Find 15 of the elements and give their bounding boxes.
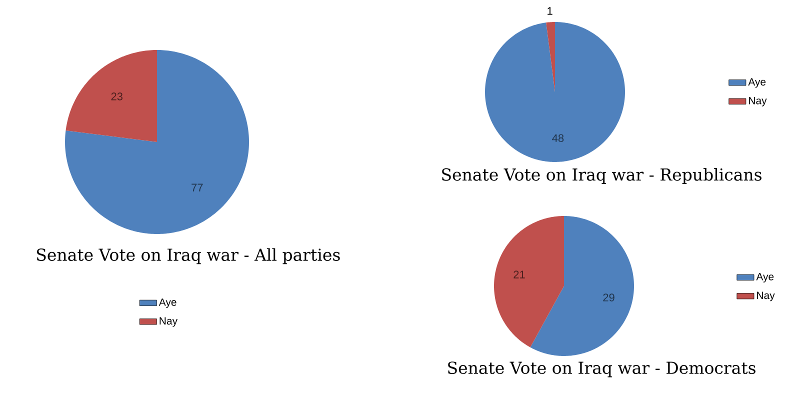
data-label: 21 (514, 270, 525, 278)
legend-label: Nay (757, 292, 775, 302)
data-label: 48 (552, 134, 564, 142)
legend-label: Nay (160, 317, 178, 327)
legend-label: Nay (749, 97, 767, 106)
data-label: 1 (548, 7, 552, 15)
data-label: 23 (111, 92, 122, 100)
data-label: 77 (192, 184, 203, 192)
legend-label: Aye (756, 273, 774, 282)
text: Senate Vote on Iraq war - Republicans (442, 168, 762, 184)
legend-label: Aye (748, 78, 766, 88)
text: Senate Vote on Iraq war - Democrats (448, 362, 756, 378)
text: Senate Vote on Iraq war - All parties (37, 248, 340, 264)
data-label: 29 (603, 294, 614, 302)
legend-label: Aye (158, 298, 176, 308)
